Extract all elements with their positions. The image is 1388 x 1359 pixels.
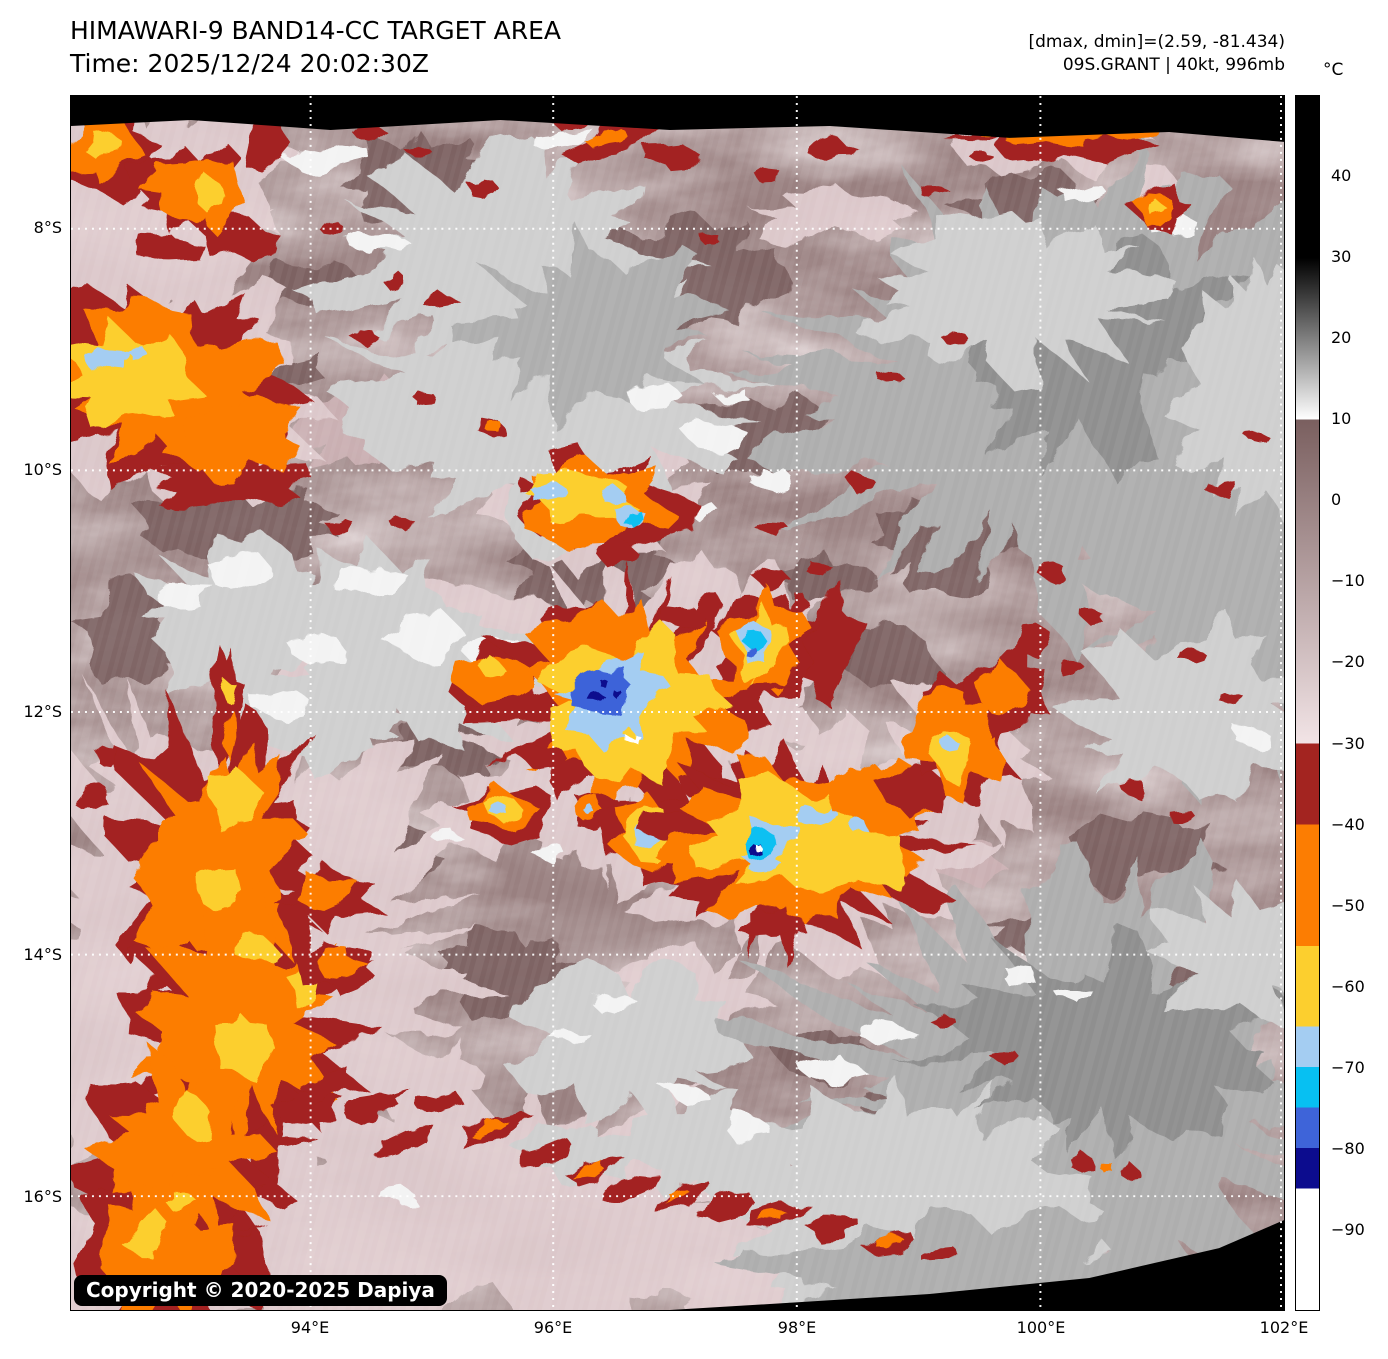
lon-tick-label: 100°E [1016, 1318, 1066, 1337]
colorbar-tick-label: −20 [1331, 652, 1365, 672]
colorbar-tick-label: −10 [1331, 571, 1365, 591]
colorbar-tick-label: −50 [1331, 895, 1365, 915]
lon-tick-label: 102°E [1259, 1318, 1309, 1337]
colorbar-tick-label: 0 [1331, 490, 1342, 510]
page-title: HIMAWARI-9 BAND14-CC TARGET AREA [70, 16, 562, 45]
lat-tick-label: 12°S [23, 702, 62, 721]
lon-tick-label: 96°E [533, 1318, 573, 1337]
colorbar-unit-label: °C [1323, 60, 1344, 80]
lat-tick-label: 10°S [23, 460, 62, 479]
colorbar-tick-label: −80 [1331, 1138, 1365, 1158]
copyright-badge: Copyright © 2020-2025 Dapiya [74, 1275, 447, 1306]
colorbar-tick-label: −70 [1331, 1057, 1365, 1077]
timestamp-label: Time: 2025/12/24 20:02:30Z [70, 49, 429, 78]
lon-tick-label: 98°E [777, 1318, 817, 1337]
colorbar-tick-label: −30 [1331, 733, 1365, 753]
colorbar-tick-label: 30 [1331, 247, 1352, 267]
colorbar-tick-label: 20 [1331, 328, 1352, 348]
colorbar-tick-label: −40 [1331, 814, 1365, 834]
colorbar-tick-label: −60 [1331, 976, 1365, 996]
satellite-image-panel: Copyright © 2020-2025 Dapiya [70, 95, 1285, 1311]
lat-tick-label: 8°S [33, 218, 62, 237]
colorbar-tick-label: 10 [1331, 409, 1352, 429]
storm-info-label: 09S.GRANT | 40kt, 996mb [1062, 55, 1285, 75]
colorbar [1295, 95, 1320, 1311]
dmax-dmin-label: [dmax, dmin]=(2.59, -81.434) [1028, 32, 1285, 52]
lon-tick-label: 94°E [290, 1318, 330, 1337]
colorbar-tick-label: 40 [1331, 166, 1352, 186]
lat-tick-label: 16°S [23, 1187, 62, 1206]
colorbar-tick-label: −90 [1331, 1219, 1365, 1239]
lat-tick-label: 14°S [23, 945, 62, 964]
